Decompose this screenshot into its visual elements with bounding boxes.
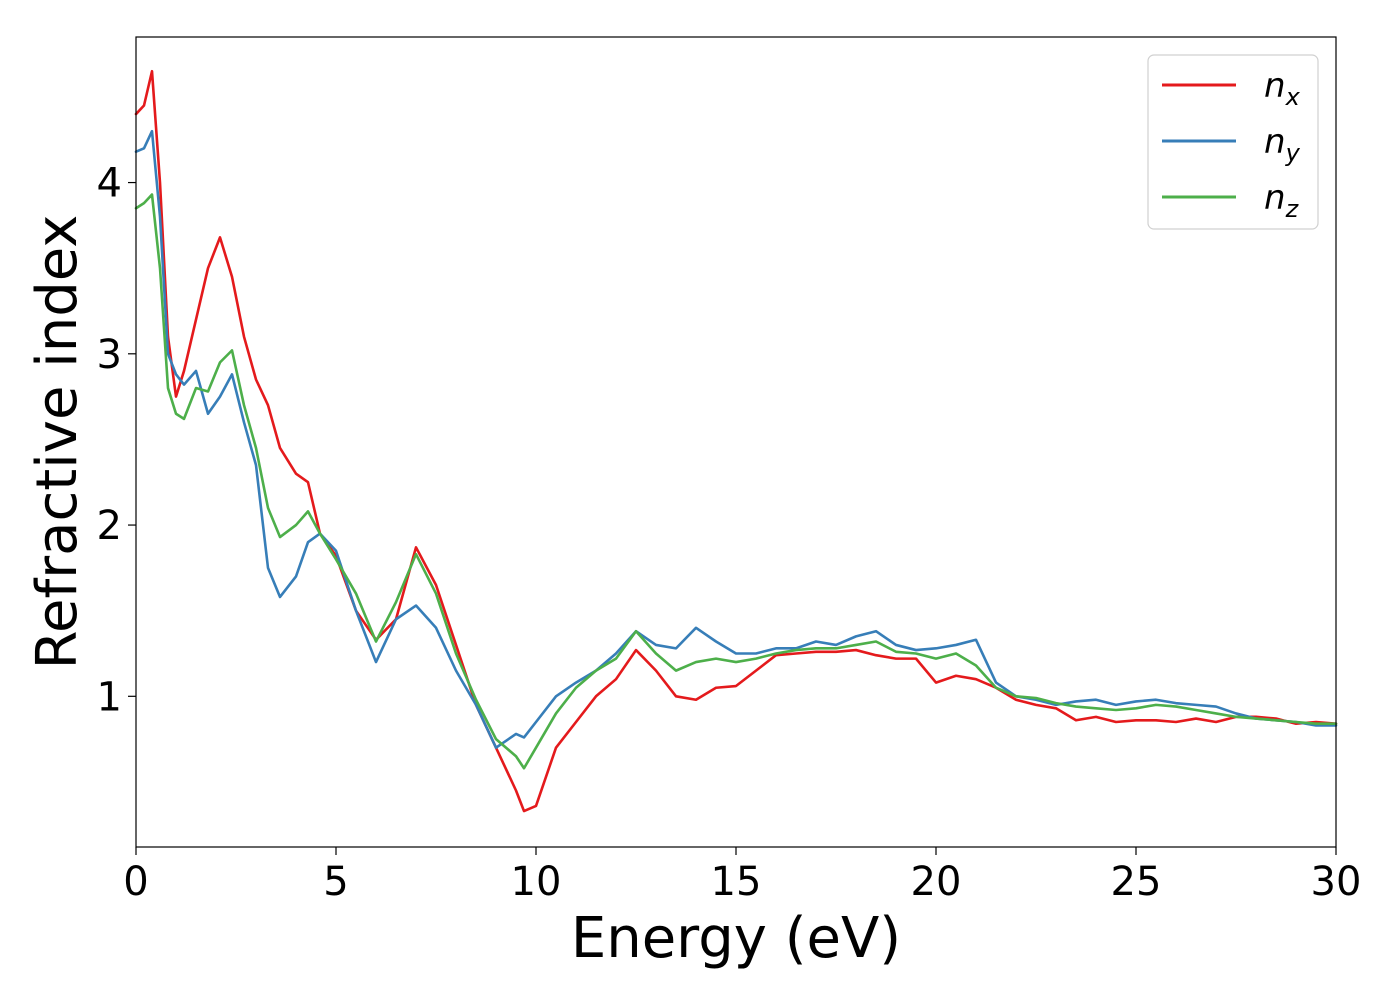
legend-label-sub: z <box>1285 195 1300 223</box>
legend-label: ny <box>1264 122 1301 167</box>
legend-item: ny <box>1162 122 1301 167</box>
y-tick-label: 4 <box>97 161 122 207</box>
legend-item: nz <box>1162 178 1300 223</box>
x-tick-label: 25 <box>1111 859 1162 905</box>
plot-layer <box>134 69 1338 813</box>
series-line-2 <box>134 129 1338 749</box>
legend-label-sub: y <box>1285 139 1301 167</box>
y-axis-label: Refractive index <box>25 215 90 670</box>
legend-label-base: n <box>1264 66 1286 106</box>
legend-item: nx <box>1162 66 1301 111</box>
x-tick-label: 10 <box>511 859 562 905</box>
y-tick-label: 1 <box>97 674 122 720</box>
legend-label: nz <box>1264 178 1300 223</box>
series-line-3 <box>134 193 1338 770</box>
y-tick-label: 3 <box>97 332 122 378</box>
x-tick-label: 15 <box>711 859 762 905</box>
series-line-1 <box>134 69 1338 813</box>
legend-label: nx <box>1264 66 1301 111</box>
x-tick-label: 30 <box>1311 859 1362 905</box>
axes-layer: 0 5 10 15 20 25 30 1 2 3 4 <box>97 36 1362 905</box>
x-tick-label: 0 <box>123 859 148 905</box>
x-axis-label: Energy (eV) <box>571 906 901 971</box>
x-tick-label: 5 <box>323 859 348 905</box>
legend-label-base: n <box>1264 178 1286 218</box>
x-tick-label: 20 <box>911 859 962 905</box>
legend-label-sub: x <box>1285 83 1301 111</box>
y-tick-label: 2 <box>97 503 122 549</box>
legend-label-base: n <box>1264 122 1286 162</box>
